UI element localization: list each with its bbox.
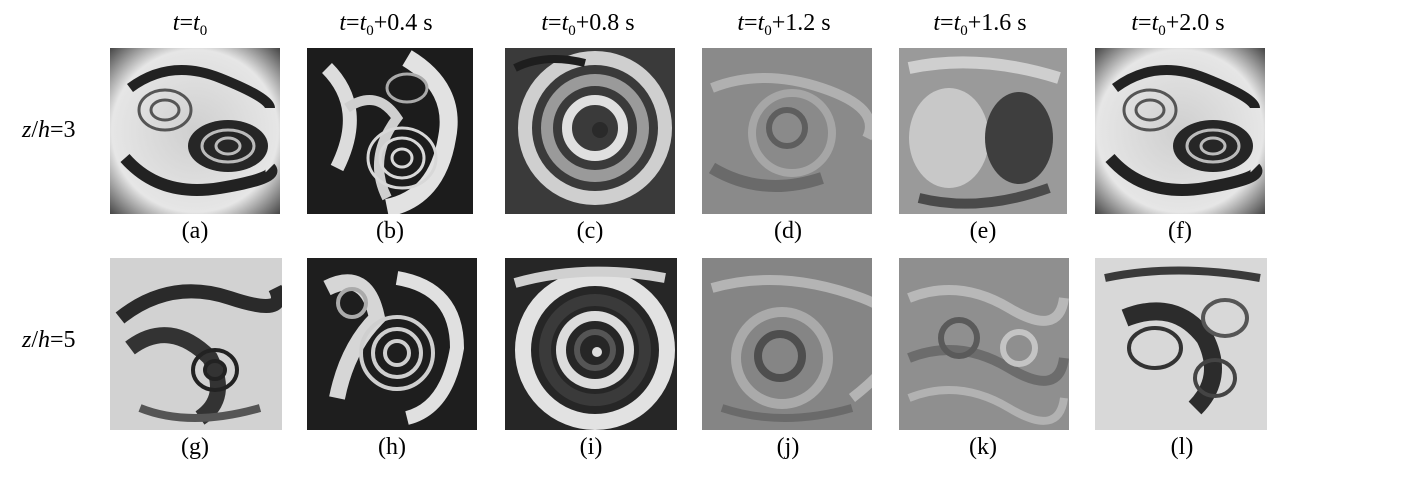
flow-image-h — [307, 258, 477, 430]
panel-label-k: (k) — [969, 434, 997, 460]
panel-label-a: (a) — [181, 218, 209, 244]
column-header-5: t=t0+1.6 s — [933, 10, 1027, 39]
flow-image-d — [702, 48, 872, 214]
flow-image-g — [110, 258, 282, 430]
panel-label-e: (e) — [969, 218, 997, 244]
column-header-2: t=t0+0.4 s — [339, 10, 433, 39]
panel-label-f: (f) — [1168, 218, 1192, 244]
flow-image-f — [1095, 48, 1265, 214]
column-header-1: t=t0 — [172, 10, 208, 39]
column-header-3: t=t0+0.8 s — [541, 10, 635, 39]
row-label-z-h-5: z/h=5 — [22, 327, 76, 353]
flow-image-i — [505, 258, 677, 430]
panel-label-j: (j) — [776, 434, 800, 460]
panel-label-i: (i) — [579, 434, 603, 460]
flow-image-c — [505, 48, 675, 214]
panel-label-d: (d) — [774, 218, 802, 244]
panel-label-c: (c) — [576, 218, 604, 244]
row-label-z-h-3: z/h=3 — [22, 117, 76, 143]
panel-label-b: (b) — [376, 218, 404, 244]
flow-image-a — [110, 48, 280, 214]
column-header-6: t=t0+2.0 s — [1131, 10, 1225, 39]
column-header-4: t=t0+1.2 s — [737, 10, 831, 39]
panel-label-g: (g) — [181, 434, 209, 460]
panel-label-l: (l) — [1170, 434, 1194, 460]
flow-image-b — [307, 48, 473, 214]
flow-image-e — [899, 48, 1067, 214]
flow-image-j — [702, 258, 872, 430]
panel-label-h: (h) — [378, 434, 406, 460]
flow-image-k — [899, 258, 1069, 430]
flow-image-l — [1095, 258, 1267, 430]
